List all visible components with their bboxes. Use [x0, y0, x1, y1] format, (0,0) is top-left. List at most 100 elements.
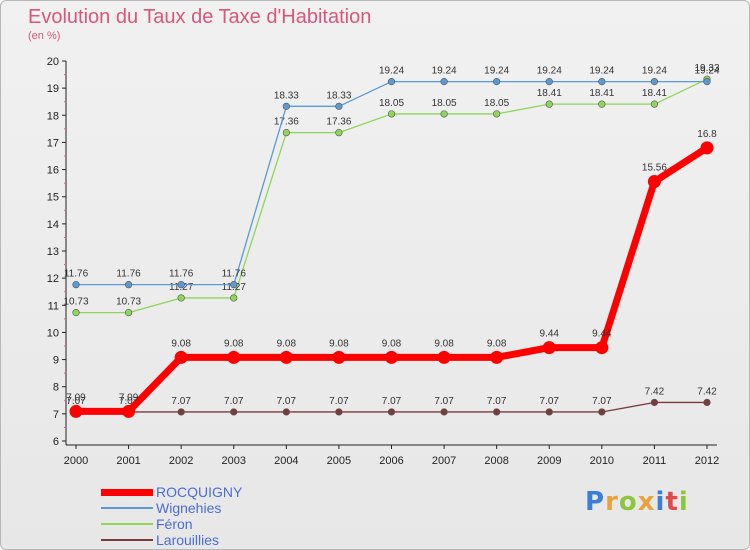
- data-label: 7.09: [119, 392, 139, 403]
- data-label: 18.05: [379, 98, 404, 109]
- legend-swatch: [101, 507, 153, 509]
- data-point: [493, 408, 501, 416]
- chart-title: Evolution du Taux de Taxe d'Habitation: [28, 6, 372, 28]
- y-tick-label: 18: [47, 110, 59, 122]
- data-label: 10.73: [116, 297, 141, 308]
- data-label: 9.08: [171, 338, 191, 349]
- x-tick-label: 2005: [327, 455, 351, 467]
- data-label: 19.24: [432, 66, 457, 77]
- legend-swatch: [101, 489, 153, 496]
- logo-letter: P: [585, 487, 606, 517]
- data-point: [437, 350, 451, 364]
- logo-letter: t: [665, 487, 679, 517]
- data-label: 7.42: [645, 386, 665, 397]
- y-tick-label: 15: [47, 192, 59, 204]
- data-label: 7.07: [119, 396, 139, 407]
- data-label: 19.24: [484, 66, 509, 77]
- y-tick-label: 14: [47, 219, 59, 231]
- x-tick-label: 2009: [537, 455, 561, 467]
- x-tick-label: 2010: [590, 455, 614, 467]
- x-tick-label: 2000: [64, 455, 88, 467]
- data-label: 18.41: [537, 88, 562, 99]
- data-label: 7.09: [66, 392, 86, 403]
- data-point: [177, 408, 185, 416]
- data-point: [545, 100, 553, 108]
- data-point: [703, 398, 711, 407]
- data-point: [598, 100, 606, 108]
- data-label: 9.08: [382, 338, 402, 349]
- data-point: [440, 408, 448, 416]
- data-point: [385, 350, 398, 364]
- data-label: 18.33: [326, 90, 351, 101]
- data-label: 11.76: [116, 269, 141, 280]
- data-point: [440, 78, 448, 86]
- x-tick-label: 2011: [643, 455, 667, 467]
- x-tick-label: 2001: [116, 455, 140, 467]
- data-label: 18.41: [589, 88, 614, 99]
- data-point: [703, 78, 711, 86]
- data-point: [493, 78, 501, 86]
- data-label: 18.33: [274, 90, 299, 101]
- data-label: 19.24: [642, 66, 667, 77]
- data-label: 10.73: [63, 297, 88, 308]
- y-tick-label: 17: [47, 137, 59, 149]
- x-tick-label: 2007: [432, 455, 456, 467]
- data-point: [227, 350, 241, 364]
- proxiti-logo: Proxiti: [585, 487, 689, 517]
- data-point: [230, 408, 238, 416]
- data-label: 9.08: [329, 338, 349, 349]
- data-point: [335, 102, 343, 110]
- data-label: 7.07: [171, 396, 191, 407]
- data-point: [595, 341, 609, 355]
- y-tick-label: 10: [47, 327, 59, 339]
- x-tick-label: 2008: [484, 455, 508, 467]
- legend-label: Larouillies: [156, 532, 220, 548]
- data-point: [124, 309, 133, 317]
- data-label: 18.05: [432, 98, 457, 109]
- data-label: 17.36: [326, 117, 351, 128]
- data-point: [440, 110, 448, 118]
- x-tick-label: 2006: [379, 455, 403, 467]
- data-label: 7.07: [224, 396, 244, 407]
- data-point: [177, 281, 185, 289]
- data-label: 17.36: [274, 117, 299, 128]
- data-label: 7.07: [592, 396, 612, 407]
- legend-swatch: [101, 539, 153, 541]
- legend-swatch: [101, 523, 153, 525]
- x-tick-label: 2004: [274, 455, 298, 467]
- data-point: [490, 350, 504, 364]
- data-point: [230, 281, 238, 289]
- data-point: [650, 398, 659, 407]
- data-point: [69, 404, 83, 418]
- legend-label: ROCQUIGNY: [156, 484, 243, 500]
- data-point: [700, 141, 714, 155]
- data-label: 16.8: [697, 129, 717, 140]
- data-label: 9.08: [277, 338, 297, 349]
- data-point: [387, 110, 396, 118]
- data-label: 11.76: [169, 269, 194, 280]
- x-tick-label: 2002: [169, 455, 193, 467]
- data-label: 11.76: [222, 269, 247, 280]
- x-tick-label: 2012: [695, 455, 719, 467]
- data-label: 9.44: [540, 329, 560, 340]
- logo-letter: r: [605, 487, 619, 517]
- data-label: 9.08: [434, 338, 454, 349]
- data-label: 7.07: [277, 396, 297, 407]
- data-point: [650, 78, 659, 86]
- data-label: 18.05: [484, 98, 509, 109]
- legend-label: Wignehies: [156, 500, 222, 516]
- logo-letter: i: [655, 487, 666, 517]
- data-point: [72, 309, 80, 317]
- data-label: 7.07: [487, 396, 507, 407]
- data-point: [174, 350, 188, 364]
- data-label: 7.07: [382, 396, 402, 407]
- data-point: [332, 350, 346, 364]
- legend-label: Féron: [156, 516, 193, 532]
- data-label: 19.24: [694, 66, 719, 77]
- data-point: [282, 129, 290, 137]
- data-label: 7.07: [329, 396, 349, 407]
- y-tick-label: 7: [53, 409, 59, 421]
- y-tick-label: 19: [47, 83, 59, 95]
